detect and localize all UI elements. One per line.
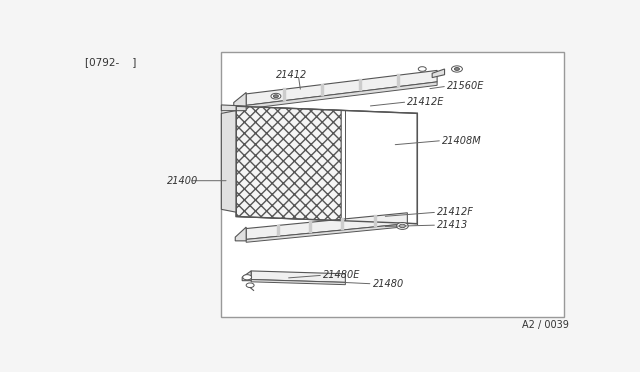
Polygon shape <box>236 207 410 211</box>
Circle shape <box>419 67 426 71</box>
Circle shape <box>271 93 281 99</box>
Polygon shape <box>359 79 362 91</box>
Polygon shape <box>221 105 246 110</box>
Polygon shape <box>251 279 346 285</box>
Polygon shape <box>432 69 445 78</box>
Polygon shape <box>374 215 376 227</box>
Text: [0792-    ]: [0792- ] <box>85 57 136 67</box>
Text: A2 / 0039: A2 / 0039 <box>522 320 568 330</box>
Text: 21400: 21400 <box>167 176 198 186</box>
Polygon shape <box>277 225 280 236</box>
Polygon shape <box>341 110 417 224</box>
Polygon shape <box>221 110 236 212</box>
Circle shape <box>451 66 463 72</box>
Polygon shape <box>397 74 401 87</box>
Circle shape <box>396 222 408 230</box>
Polygon shape <box>341 218 344 230</box>
Polygon shape <box>321 84 324 96</box>
Text: 21413: 21413 <box>437 220 468 230</box>
Circle shape <box>454 68 460 70</box>
Text: 21412F: 21412F <box>437 207 474 217</box>
Polygon shape <box>242 271 251 280</box>
Polygon shape <box>246 224 408 242</box>
Circle shape <box>243 275 252 280</box>
Polygon shape <box>251 271 346 282</box>
Text: 21412E: 21412E <box>408 97 445 107</box>
Polygon shape <box>246 70 437 105</box>
Text: 21412: 21412 <box>276 70 307 80</box>
Circle shape <box>399 224 405 228</box>
Polygon shape <box>309 221 312 233</box>
Text: 21560E: 21560E <box>447 81 484 91</box>
Text: 21408M: 21408M <box>442 136 482 145</box>
Text: 21480: 21480 <box>372 279 404 289</box>
Polygon shape <box>234 93 246 107</box>
Circle shape <box>273 95 278 97</box>
Polygon shape <box>283 89 286 101</box>
Bar <box>221 52 564 317</box>
Circle shape <box>246 283 254 288</box>
Polygon shape <box>236 106 417 224</box>
Polygon shape <box>246 213 408 240</box>
Polygon shape <box>246 82 437 109</box>
Polygon shape <box>236 227 246 241</box>
Polygon shape <box>236 106 341 221</box>
Text: 21480E: 21480E <box>323 270 360 280</box>
